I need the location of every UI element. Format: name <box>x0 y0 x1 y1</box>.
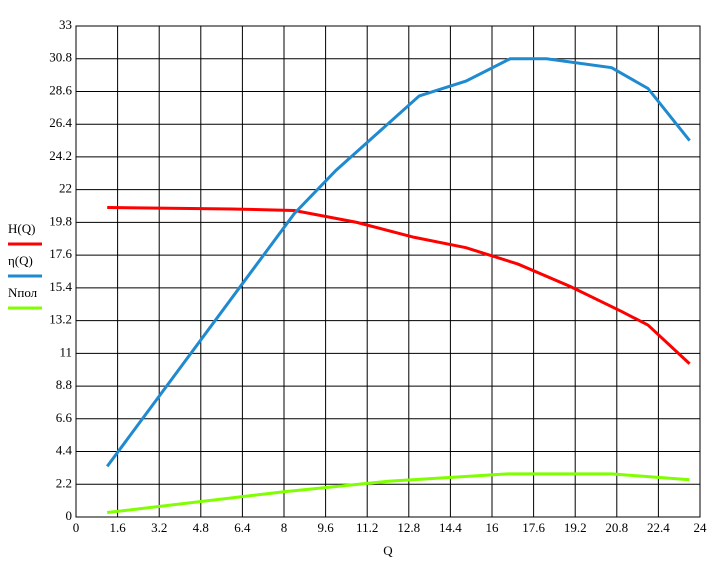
x-tick-label: 1.6 <box>109 520 126 535</box>
plot-area <box>75 25 701 518</box>
series-line <box>107 206 691 365</box>
x-tick-label: 14.4 <box>439 520 462 535</box>
legend-label: Nпол <box>8 285 38 300</box>
y-tick-label: 8.8 <box>56 377 72 392</box>
legend-label: H(Q) <box>8 221 35 236</box>
x-tick-label: 11.2 <box>356 520 378 535</box>
x-tick-label: 3.2 <box>151 520 167 535</box>
x-tick-label: 4.8 <box>193 520 209 535</box>
x-tick-label: 22.4 <box>647 520 670 535</box>
x-tick-label: 19.2 <box>564 520 587 535</box>
x-tick-label: 12.8 <box>397 520 420 535</box>
x-tick-label: 8 <box>281 520 288 535</box>
y-tick-label: 17.6 <box>49 246 72 261</box>
x-tick-label: 17.6 <box>522 520 545 535</box>
y-tick-label: 22 <box>59 181 72 196</box>
y-tick-label: 26.4 <box>49 115 72 130</box>
y-tick-label: 4.4 <box>56 443 73 458</box>
x-tick-label: 20.8 <box>605 520 628 535</box>
legend-label: η(Q) <box>8 253 33 268</box>
y-tick-label: 19.8 <box>49 213 72 228</box>
x-tick-label: 24 <box>694 520 708 535</box>
x-tick-label: 0 <box>73 520 80 535</box>
y-tick-label: 11 <box>59 344 72 359</box>
y-tick-label: 2.2 <box>56 475 72 490</box>
y-tick-label: 13.2 <box>49 312 72 327</box>
y-tick-label: 24.2 <box>49 148 72 163</box>
y-tick-label: 30.8 <box>49 50 72 65</box>
y-tick-label: 0 <box>66 508 73 523</box>
y-tick-label: 33 <box>59 17 72 32</box>
y-tick-label: 28.6 <box>49 82 72 97</box>
series-line <box>105 57 691 468</box>
x-tick-label: 6.4 <box>234 520 251 535</box>
x-tick-label: 16 <box>486 520 500 535</box>
series-line <box>107 472 690 515</box>
x-axis-label: Q <box>383 543 393 558</box>
y-tick-label: 15.4 <box>49 279 72 294</box>
x-tick-label: 9.6 <box>317 520 334 535</box>
y-tick-label: 6.6 <box>56 410 73 425</box>
